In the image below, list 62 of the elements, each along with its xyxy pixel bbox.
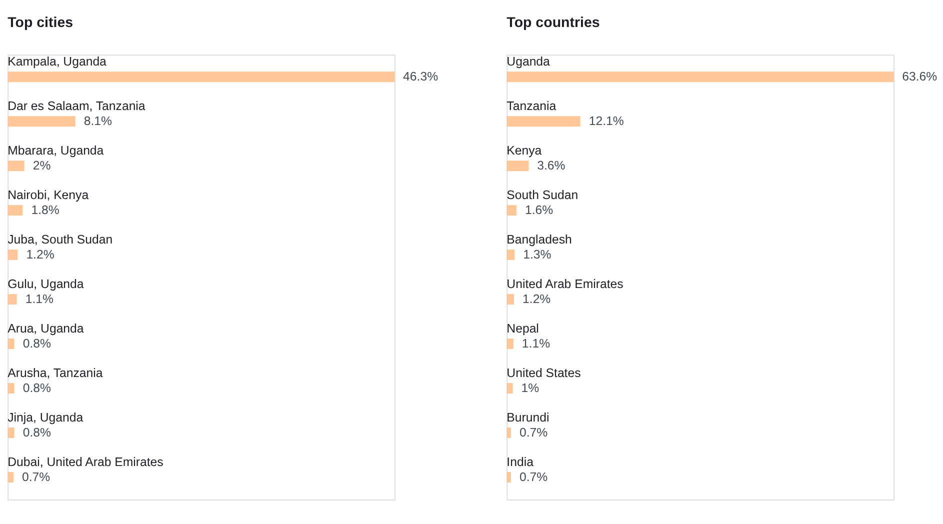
y-tick-label: Kampala, Uganda <box>8 54 107 68</box>
y-tick-label: Uganda <box>506 54 550 68</box>
y-tick-label: Jinja, Uganda <box>8 410 84 424</box>
bar <box>506 205 516 216</box>
y-tick-label: Gulu, Uganda <box>8 276 84 291</box>
bar <box>8 116 76 127</box>
data-label: 1.8% <box>31 203 60 218</box>
data-label: 1.3% <box>523 248 552 262</box>
data-label: 1.6% <box>524 203 554 218</box>
data-label: 0.8% <box>22 336 52 351</box>
data-label: 0.7% <box>519 470 548 484</box>
bar <box>8 383 14 394</box>
bar <box>8 205 23 216</box>
y-tick-label: Arusha, Tanzania <box>8 366 103 380</box>
y-tick-label: Burundi <box>506 410 550 424</box>
y-tick-label: Juba, South Sudan <box>8 232 113 246</box>
bar <box>8 472 14 482</box>
data-label: 3.6% <box>537 158 566 173</box>
bar <box>506 294 514 305</box>
y-tick-label: United States <box>506 366 581 380</box>
y-tick-label: Nairobi, Kenya <box>8 188 89 202</box>
y-tick-label: Dar es Salaam, Tanzania <box>8 98 146 113</box>
data-label: 0.7% <box>22 470 50 484</box>
bar <box>506 72 894 82</box>
bar <box>506 250 515 260</box>
bar <box>8 160 24 172</box>
data-label: 0.8% <box>22 381 52 396</box>
data-label: 1.2% <box>26 248 54 262</box>
y-tick-label: Bangladesh <box>506 232 572 246</box>
bar <box>506 160 529 172</box>
bar <box>506 116 580 127</box>
y-tick-label: Tanzania <box>506 98 556 113</box>
bar <box>8 428 14 438</box>
y-tick-label: Mbarara, Uganda <box>8 143 104 158</box>
bar <box>8 72 394 82</box>
chart-title: Top cities <box>8 15 74 32</box>
data-label: 2% <box>32 158 51 173</box>
y-tick-label: Dubai, United Arab Emirates <box>8 454 164 469</box>
data-label: 8.1% <box>84 114 112 128</box>
data-label: 12.1% <box>588 114 624 128</box>
data-label: 0.8% <box>22 426 52 440</box>
data-label: 46.3% <box>403 70 438 84</box>
y-tick-label: India <box>506 454 534 469</box>
bar <box>506 472 511 482</box>
data-label: 1.2% <box>522 292 551 306</box>
bar <box>8 250 18 260</box>
chart-title: Top countries <box>506 15 600 32</box>
y-tick-label: South Sudan <box>506 188 578 202</box>
y-tick-label: Arua, Uganda <box>8 321 84 336</box>
y-tick-label: Kenya <box>506 143 542 158</box>
y-tick-label: United Arab Emirates <box>506 276 624 291</box>
data-label: 63.6% <box>902 70 938 84</box>
bar <box>506 428 511 438</box>
y-tick-label: Nepal <box>506 321 539 336</box>
data-label: 1.1% <box>25 292 54 306</box>
bar <box>506 383 513 394</box>
bar <box>506 338 514 350</box>
bar <box>8 294 17 305</box>
data-label: 1% <box>521 381 540 396</box>
data-label: 1.1% <box>522 336 550 351</box>
data-label: 0.7% <box>519 426 548 440</box>
bar <box>8 338 14 350</box>
